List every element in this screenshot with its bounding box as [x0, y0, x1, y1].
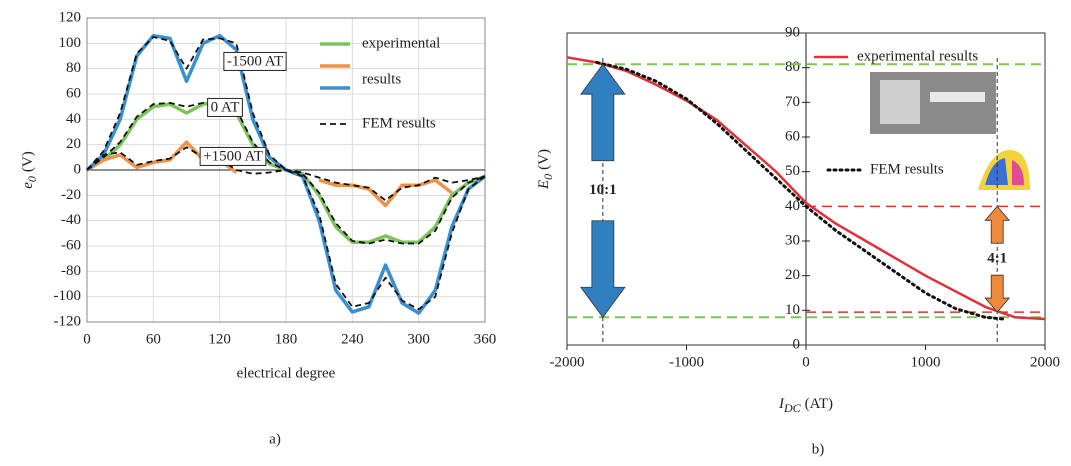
- y-tick-label: 90: [785, 24, 800, 40]
- y-tick-label: 20: [785, 267, 800, 283]
- x-tick-label: -2000: [550, 354, 585, 370]
- legend-label: experimental: [362, 35, 440, 51]
- y-tick-label: -80: [61, 263, 81, 279]
- ratio-label: 10:1: [589, 182, 617, 198]
- y-tick-label: 100: [59, 35, 82, 51]
- y-tick-label: -120: [54, 313, 82, 329]
- y-tick-label: 40: [785, 198, 800, 214]
- x-axis-label: IDC (AT): [778, 396, 833, 414]
- x-axis-label: electrical degree: [237, 365, 336, 381]
- x-tick-label: 120: [208, 331, 231, 347]
- x-tick-label: -1000: [669, 354, 704, 370]
- ratio-arrow: [984, 205, 1011, 244]
- x-axis-label-subscript: DC: [783, 401, 802, 415]
- x-tick-label: 240: [341, 331, 364, 347]
- caption: a): [269, 431, 281, 447]
- y-tick-label: -60: [61, 237, 81, 253]
- x-tick-label: 0: [83, 331, 91, 347]
- x-tick-label: 180: [275, 331, 298, 347]
- y-tick-label: 80: [785, 59, 800, 75]
- x-tick-label: 0: [802, 354, 810, 370]
- x-tick-label: 360: [474, 331, 497, 347]
- y-tick-label: 30: [785, 232, 800, 248]
- fem-model-icon: [1012, 160, 1024, 185]
- annotation-box: [199, 146, 267, 166]
- legend-label: FEM results: [362, 115, 436, 131]
- series-line: [595, 61, 1005, 321]
- y-tick-label: -100: [54, 288, 82, 304]
- annotation-box: [223, 51, 287, 71]
- ratio-arrow: [580, 220, 626, 318]
- ratio-arrow: [984, 274, 1011, 313]
- annotation: +1500 AT: [203, 148, 263, 164]
- y-tick-label: -20: [61, 187, 81, 203]
- annotation: 0 AT: [211, 99, 240, 115]
- y-tick-label: 120: [59, 9, 82, 25]
- y-axis-label-unit: (V): [20, 151, 36, 172]
- x-tick-label: 1000: [911, 354, 941, 370]
- series-line: [86, 140, 453, 208]
- annotation-box: [207, 97, 243, 117]
- ratio-arrow: [580, 63, 626, 162]
- y-axis-label-unit: (V): [536, 149, 552, 170]
- y-axis-label: e0 (V): [20, 151, 38, 189]
- photo-detail: [930, 92, 985, 102]
- y-axis-label: E0 (V): [536, 149, 554, 190]
- x-axis-label-symbol: I: [778, 396, 785, 412]
- y-axis-label-symbol: E: [536, 180, 552, 190]
- y-tick-label: 50: [785, 163, 800, 179]
- x-tick-label: 300: [407, 331, 430, 347]
- y-axis-label-symbol: e: [20, 182, 36, 189]
- caption: b): [812, 441, 825, 457]
- y-tick-label: 0: [793, 336, 801, 352]
- y-axis-label-subscript: 0: [25, 176, 39, 182]
- x-tick-label: 60: [146, 331, 161, 347]
- y-axis-label-subscript: 0: [541, 174, 555, 180]
- x-tick-label: 2000: [1030, 354, 1060, 370]
- y-tick-label: 10: [785, 302, 800, 318]
- y-tick-label: 0: [74, 161, 82, 177]
- photo-detail: [880, 80, 920, 124]
- ratio-label: 4:1: [987, 251, 1007, 267]
- legend-label: FEM results: [870, 161, 944, 177]
- legend-label: results: [362, 71, 401, 87]
- y-tick-label: 70: [785, 94, 800, 110]
- y-tick-label: 80: [66, 60, 81, 76]
- y-tick-label: -40: [61, 212, 81, 228]
- series-line: [86, 146, 486, 202]
- y-tick-label: 20: [66, 136, 81, 152]
- series-line: [86, 36, 486, 311]
- y-tick-label: 60: [66, 85, 81, 101]
- fem-model-icon: [985, 158, 1008, 185]
- y-tick-label: 60: [785, 128, 800, 144]
- legend-label: experimental results: [857, 48, 978, 64]
- y-tick-label: 40: [66, 111, 81, 127]
- series-line: [566, 56, 1046, 321]
- annotation: -1500 AT: [227, 53, 283, 69]
- x-axis-label-unit: (AT): [805, 396, 833, 412]
